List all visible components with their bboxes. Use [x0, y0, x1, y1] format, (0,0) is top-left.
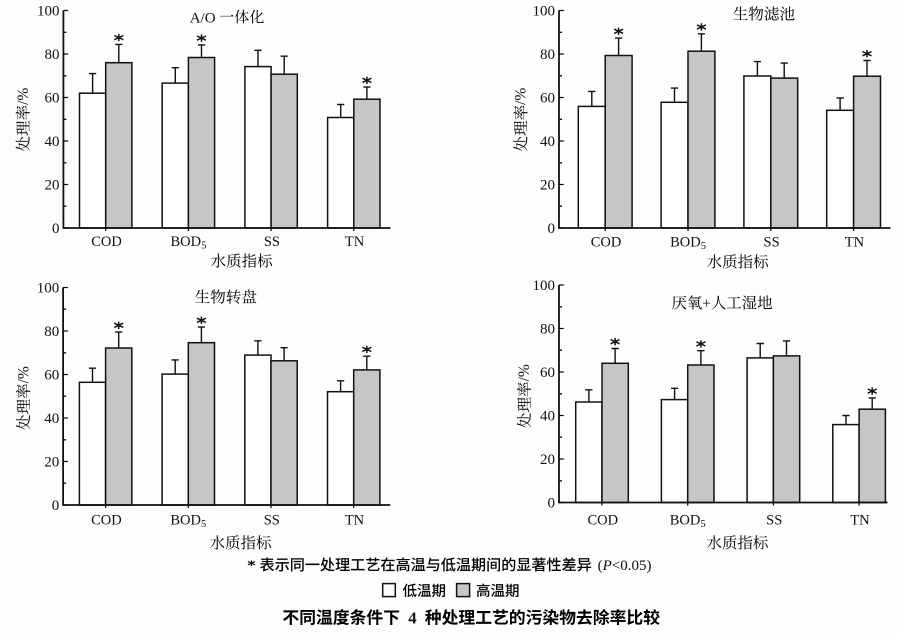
svg-text:TN: TN: [345, 512, 365, 528]
svg-text:TN: TN: [845, 235, 865, 251]
svg-text:/%: /%: [513, 88, 530, 105]
svg-text:100: 100: [37, 4, 60, 20]
svg-text:20: 20: [540, 452, 555, 468]
svg-text:0: 0: [52, 221, 60, 237]
svg-text:(P<0.05): (P<0.05): [598, 558, 652, 574]
svg-text:TN: TN: [850, 513, 870, 529]
svg-text:60: 60: [45, 91, 60, 107]
svg-text:SS: SS: [264, 512, 280, 528]
svg-text:40: 40: [540, 409, 555, 425]
svg-text:80: 80: [45, 47, 60, 63]
svg-text:60: 60: [540, 365, 555, 381]
svg-text:/%: /%: [15, 88, 32, 105]
svg-text:80: 80: [540, 322, 555, 338]
svg-text:SS: SS: [766, 513, 782, 529]
svg-text:40: 40: [540, 134, 555, 150]
svg-text:0: 0: [548, 221, 556, 237]
svg-text:100: 100: [37, 281, 60, 297]
svg-text:100: 100: [533, 278, 556, 294]
svg-text:/%: /%: [516, 364, 533, 381]
svg-text:4: 4: [408, 609, 417, 628]
svg-text:COD: COD: [587, 513, 618, 529]
svg-text:COD: COD: [591, 235, 622, 251]
svg-text:BOD5: BOD5: [170, 234, 206, 252]
svg-text:A/O: A/O: [190, 10, 216, 26]
svg-text:+: +: [702, 295, 711, 312]
svg-text:BOD5: BOD5: [670, 513, 706, 531]
svg-text:20: 20: [45, 178, 60, 194]
svg-text:40: 40: [44, 411, 59, 427]
svg-text:80: 80: [44, 324, 59, 340]
svg-text:COD: COD: [91, 234, 122, 250]
svg-text:SS: SS: [264, 234, 280, 250]
svg-text:40: 40: [45, 134, 60, 150]
svg-text:BOD5: BOD5: [670, 235, 706, 253]
svg-text:20: 20: [540, 178, 555, 194]
svg-text:COD: COD: [91, 512, 122, 528]
svg-text:0: 0: [548, 496, 556, 512]
svg-text:100: 100: [533, 4, 556, 20]
svg-text:SS: SS: [764, 235, 780, 251]
svg-text:/%: /%: [15, 366, 32, 383]
svg-text:TN: TN: [345, 234, 365, 250]
svg-text:60: 60: [44, 368, 59, 384]
svg-text:0: 0: [52, 498, 60, 514]
svg-text:BOD5: BOD5: [170, 512, 206, 530]
svg-text:60: 60: [540, 91, 555, 107]
svg-text:20: 20: [44, 455, 59, 471]
svg-text:80: 80: [540, 47, 555, 63]
